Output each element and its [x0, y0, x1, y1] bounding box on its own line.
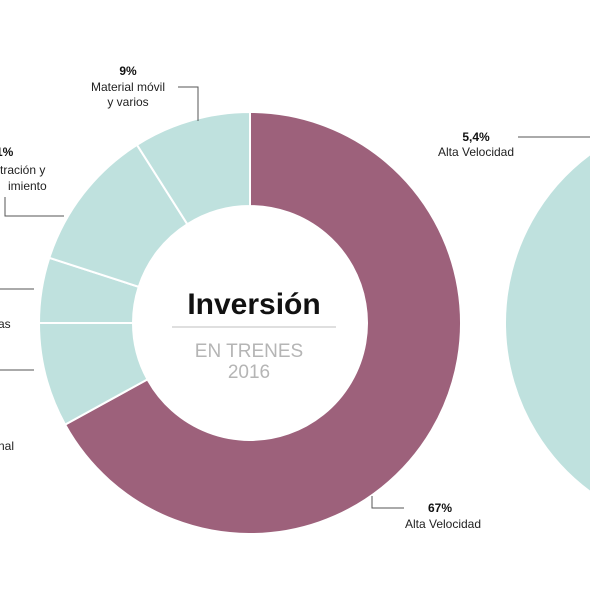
- label-material-movil-pct: 9%: [119, 64, 137, 78]
- donut-main: [37, 110, 462, 535]
- center-subtitle-line2: 2016: [228, 362, 270, 383]
- donut-slice-alta-velocidad: [63, 110, 462, 535]
- label-administracion-line1: tración y: [0, 163, 45, 177]
- label-administracion: 1% tración y imiento: [0, 145, 64, 217]
- label-nal-text: nal: [0, 439, 14, 453]
- label-administracion-pct: 1%: [0, 145, 14, 159]
- donut-slice-material-m-vil-y-varios: [135, 110, 251, 226]
- label-alta-velocidad-pct: 67%: [428, 501, 452, 515]
- center-title: Inversión: [187, 288, 320, 321]
- label-right-alta-velocidad-pct: 5,4%: [462, 130, 490, 144]
- label-as-text: as: [0, 317, 11, 331]
- center-subtitle-line1: EN TRENES: [195, 341, 303, 362]
- label-right-alta-velocidad-name: Alta Velocidad: [438, 145, 514, 159]
- label-nal: nal: [0, 369, 34, 453]
- label-administracion-line2: imiento: [8, 179, 47, 193]
- label-as: as: [0, 288, 34, 331]
- label-material-movil: 9% Material móvil y varios: [91, 64, 199, 121]
- donut-slice-other: [504, 153, 590, 493]
- donut-right: [504, 153, 590, 493]
- label-material-movil-line2: y varios: [107, 95, 148, 109]
- label-material-movil-line1: Material móvil: [91, 80, 165, 94]
- label-alta-velocidad: 67% Alta Velocidad: [371, 496, 481, 531]
- leader-material-movil: [178, 86, 199, 121]
- leader-administracion: [4, 197, 64, 217]
- leader-alta-velocidad: [371, 496, 404, 509]
- label-right-alta-velocidad: 5,4% Alta Velocidad: [438, 130, 590, 159]
- label-alta-velocidad-name: Alta Velocidad: [405, 517, 481, 531]
